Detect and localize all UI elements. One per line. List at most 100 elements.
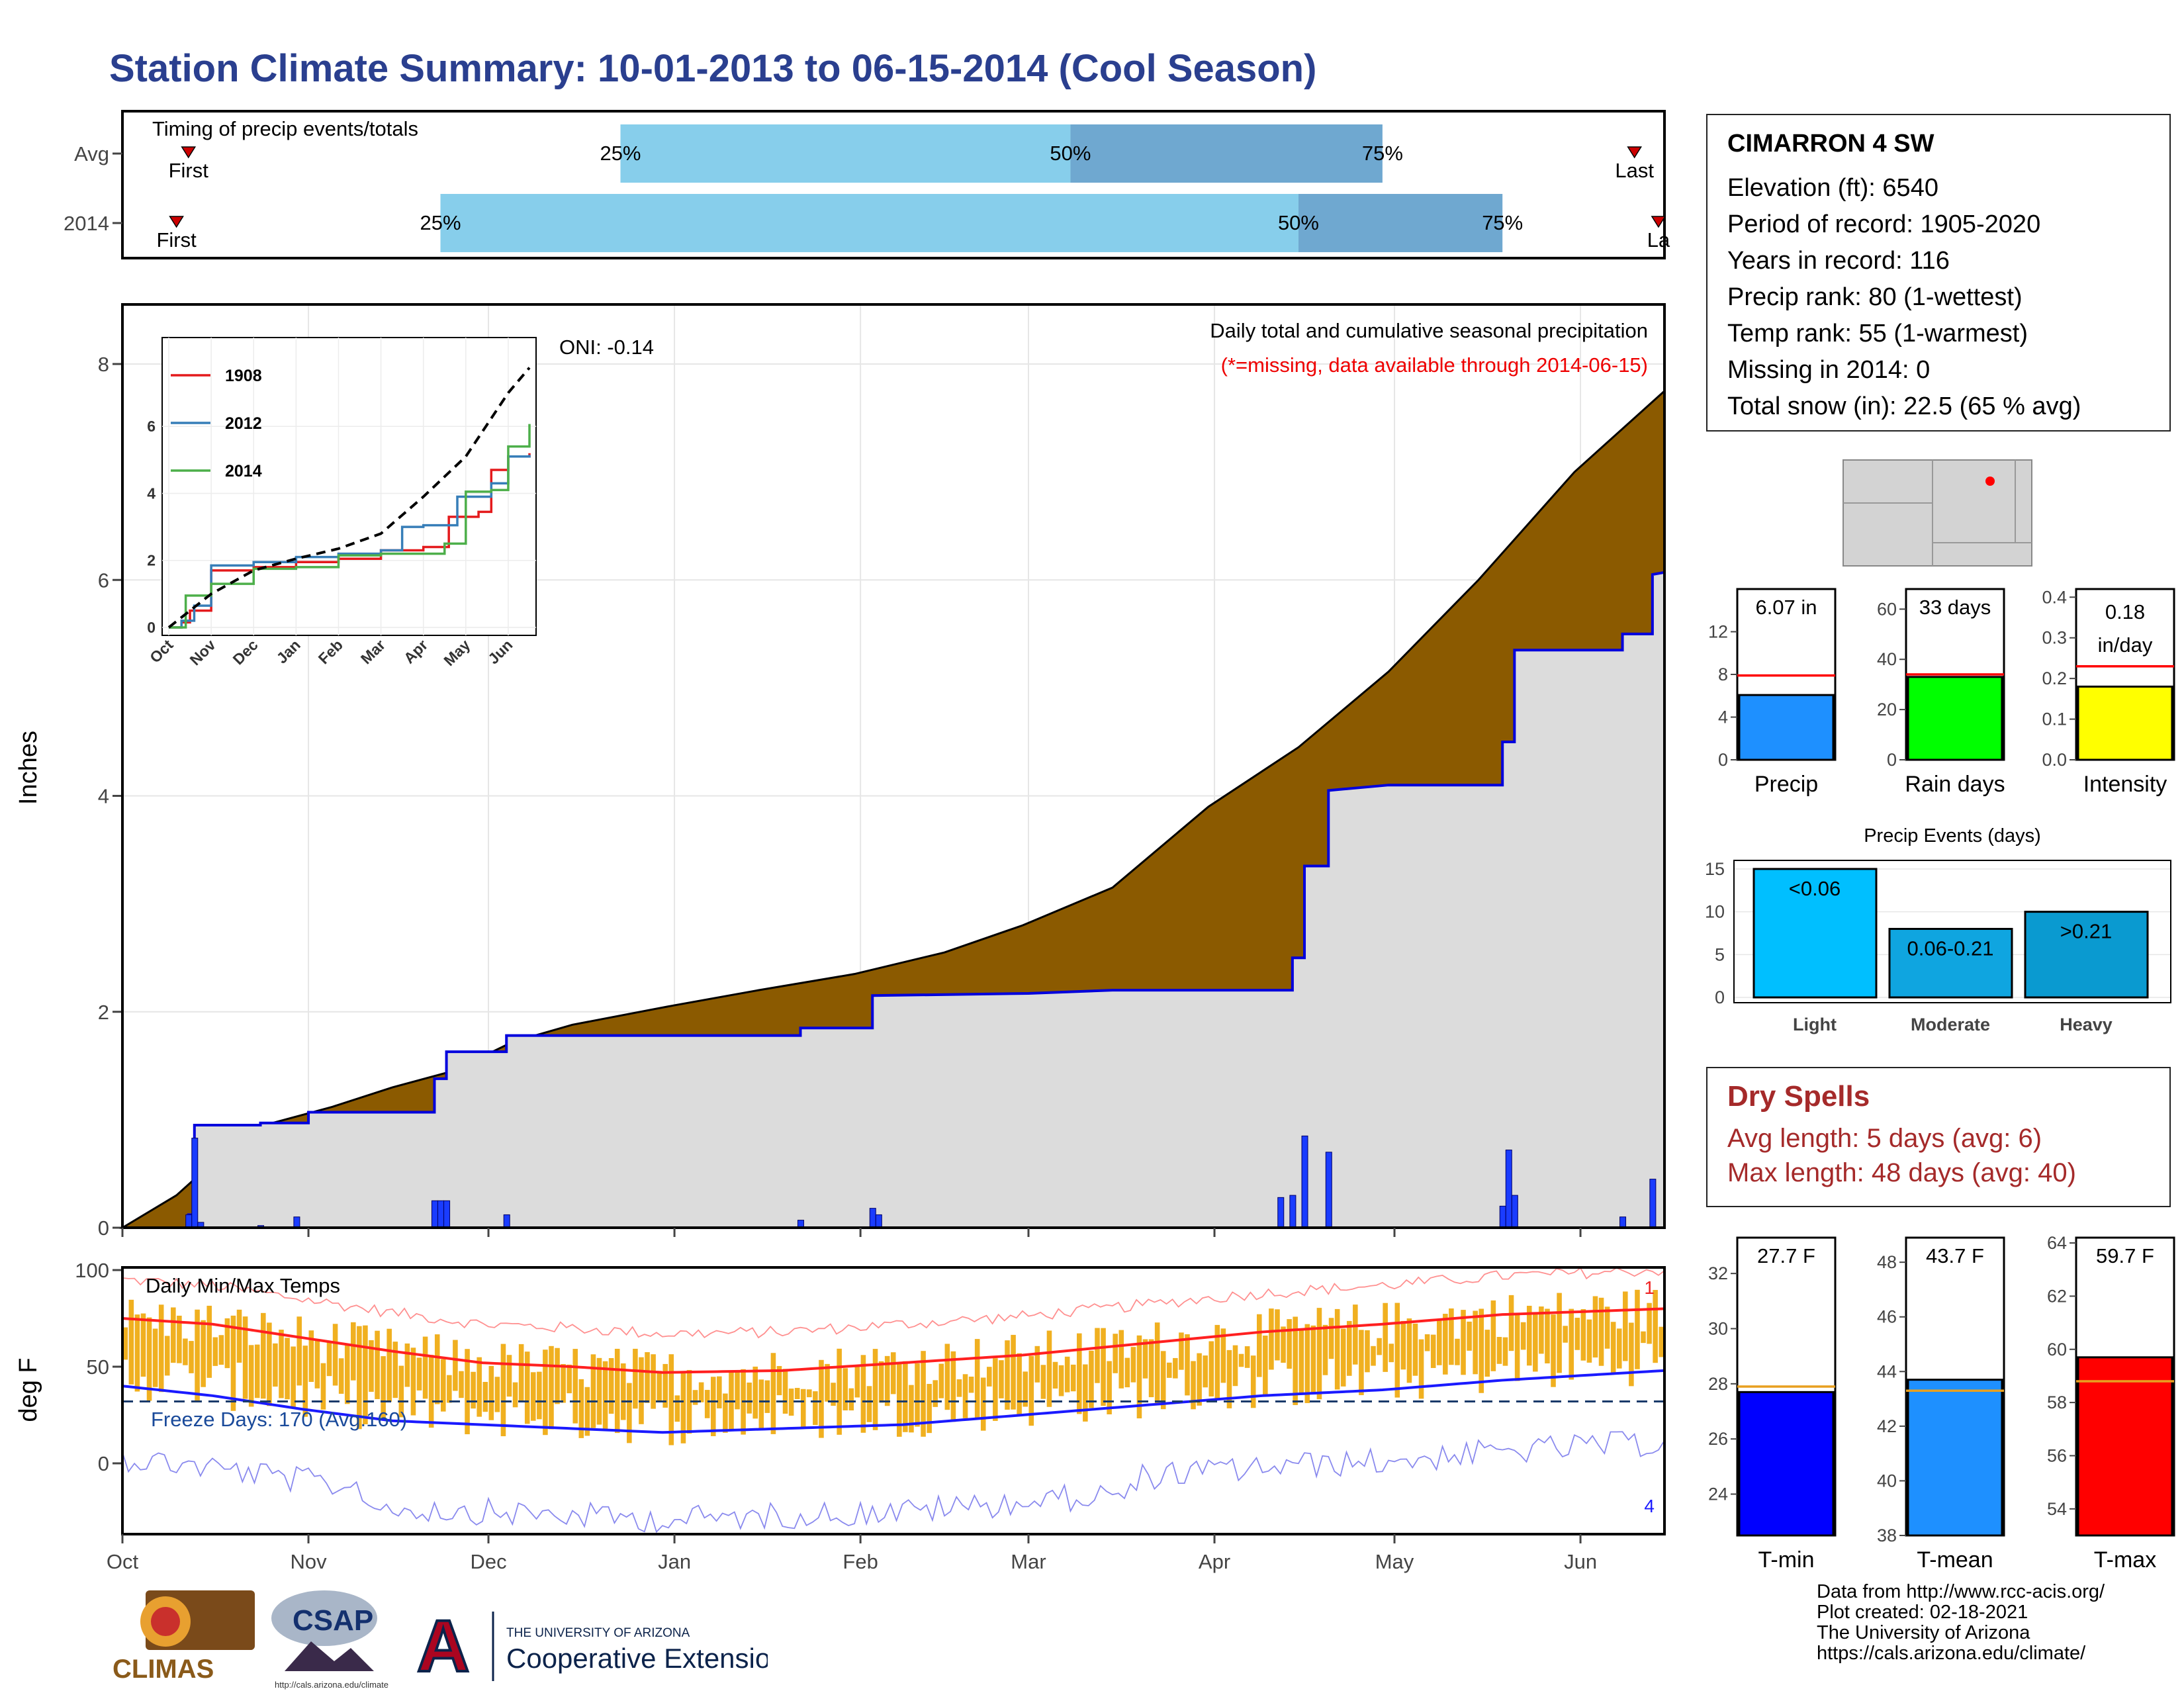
daily-temp-bar xyxy=(279,1330,284,1398)
last-event-label-0: Last xyxy=(1615,159,1654,182)
daily-temp-bar xyxy=(1424,1334,1430,1351)
daily-temp-bar xyxy=(890,1352,896,1394)
daily-temp-bar xyxy=(842,1368,848,1411)
daily-temp-bar xyxy=(813,1391,818,1426)
inset-series-line-2014 xyxy=(169,424,531,629)
precip-ytick-label: 0 xyxy=(98,1216,109,1240)
csap-url-text: http://cals.arizona.edu/climate xyxy=(275,1680,388,1690)
daily-temp-bar xyxy=(206,1305,212,1378)
daily-temp-bar xyxy=(1526,1305,1532,1366)
daily-temp-bar xyxy=(296,1316,302,1386)
tmean-summary-ytick-label: 44 xyxy=(1877,1361,1897,1381)
precip-events-category-label: Heavy xyxy=(2060,1015,2113,1034)
daily-temp-bar xyxy=(338,1358,344,1394)
station-years: Years in record: 116 xyxy=(1727,247,1950,275)
daily-temp-bar xyxy=(1113,1334,1118,1373)
precip-total-category-label: Precip xyxy=(1754,772,1818,797)
daily-temp-bar xyxy=(1653,1290,1658,1363)
daily-temp-bar xyxy=(398,1365,404,1418)
daily-temp-bar xyxy=(1449,1308,1454,1365)
daily-temp-bar xyxy=(201,1320,206,1387)
precip-events-category-label: Light xyxy=(1793,1015,1837,1034)
precip-events-bar-label: <0.06 xyxy=(1789,877,1841,900)
precip-chart-title: Daily total and cumulative seasonal prec… xyxy=(1210,319,1648,342)
daily-precip-bar xyxy=(1619,1216,1627,1228)
daily-temp-bar xyxy=(1191,1361,1196,1410)
daily-temp-bar xyxy=(1208,1341,1214,1396)
daily-temp-bar xyxy=(273,1343,278,1387)
month-axis-label: Apr xyxy=(1199,1550,1230,1573)
daily-temp-bar xyxy=(782,1369,788,1414)
dry-spells-avg: Avg length: 5 days (avg: 6) xyxy=(1727,1124,2042,1153)
daily-temp-bar xyxy=(1604,1306,1610,1349)
daily-precip-bar xyxy=(1511,1195,1518,1228)
daily-temp-bar xyxy=(465,1349,470,1435)
daily-temp-bar xyxy=(848,1388,854,1411)
daily-temp-bar xyxy=(1154,1322,1160,1404)
daily-temp-bar xyxy=(1148,1339,1154,1398)
first-event-marker-0 xyxy=(181,146,197,159)
daily-precip-bar xyxy=(875,1214,882,1228)
daily-temp-bar xyxy=(434,1334,440,1404)
station-snow: Total snow (in): 22.5 (65 % avg) xyxy=(1727,392,2081,420)
daily-temp-bar xyxy=(1322,1324,1328,1375)
daily-temp-bar xyxy=(183,1338,188,1365)
daily-temp-bar xyxy=(1046,1330,1052,1407)
daily-temp-bar xyxy=(764,1380,770,1413)
state-map xyxy=(1843,459,2032,567)
intensity-category-label: Intensity xyxy=(2083,772,2167,797)
daily-precip-bar xyxy=(431,1200,438,1228)
precip-events-frame xyxy=(1733,860,2171,1003)
tmean-summary-ytick-label: 42 xyxy=(1877,1416,1897,1436)
timing-bar-25-50-0 xyxy=(620,124,1071,183)
daily-temp-bar xyxy=(1406,1318,1412,1383)
daily-temp-bar xyxy=(302,1346,308,1417)
daily-temp-bar xyxy=(1077,1333,1082,1414)
credit-university: The University of Arizona xyxy=(1817,1622,2030,1643)
timing-p50-label-0: 50% xyxy=(1050,142,1091,165)
daily-temp-bar xyxy=(404,1343,410,1387)
daily-temp-bar xyxy=(512,1382,518,1408)
daily-temp-bar xyxy=(717,1376,722,1408)
daily-temp-bar xyxy=(1647,1303,1652,1344)
rain-days-value-label: 33 days xyxy=(1919,596,1991,619)
daily-temp-bar xyxy=(1563,1326,1568,1343)
daily-temp-bar xyxy=(195,1309,200,1401)
daily-temp-bar xyxy=(1310,1325,1316,1393)
daily-temp-bar xyxy=(674,1395,680,1422)
daily-temp-bar xyxy=(158,1304,164,1393)
daily-temp-bar xyxy=(662,1363,668,1408)
avg-tmax-line xyxy=(122,1307,1665,1374)
daily-temp-bar xyxy=(230,1315,236,1411)
precip-total-ytick-label: 12 xyxy=(1708,622,1728,642)
daily-temp-bar xyxy=(1293,1316,1298,1405)
daily-temp-bar xyxy=(602,1361,608,1430)
daily-temp-bar xyxy=(686,1369,692,1434)
daily-precip-bar xyxy=(503,1214,510,1228)
temp-panel-frame xyxy=(121,1266,1666,1535)
last-event-marker-0 xyxy=(1627,146,1643,159)
last-event-label-1: La xyxy=(1647,228,1670,251)
daily-temp-bar xyxy=(993,1358,998,1421)
daily-temp-bar xyxy=(1383,1303,1388,1372)
month-axis-label: Jun xyxy=(1564,1550,1597,1573)
tmax-summary-ytick-label: 60 xyxy=(2047,1340,2067,1359)
timing-row-label-1: 2014 xyxy=(64,212,109,235)
daily-temp-bar xyxy=(1269,1308,1274,1370)
daily-temp-bar xyxy=(968,1377,974,1393)
daily-temp-bar xyxy=(1557,1293,1562,1373)
daily-temp-bar xyxy=(482,1381,488,1412)
daily-temp-bar xyxy=(543,1349,548,1436)
station-missing: Missing in 2014: 0 xyxy=(1727,356,1931,384)
daily-temp-bar xyxy=(620,1363,626,1420)
inset-ytick-label: 0 xyxy=(147,619,156,636)
record-high-line xyxy=(122,1267,1665,1339)
month-axis-label: Feb xyxy=(842,1550,878,1573)
daily-temp-bar xyxy=(1359,1330,1364,1395)
daily-temp-bar xyxy=(1610,1322,1616,1373)
climas-text: CLIMAS xyxy=(113,1655,214,1684)
timing-title: Timing of precip events/totals xyxy=(152,117,418,140)
daily-temp-bar xyxy=(1130,1347,1136,1383)
daily-temp-bar xyxy=(447,1375,452,1403)
timing-p50-label-1: 50% xyxy=(1278,211,1319,234)
